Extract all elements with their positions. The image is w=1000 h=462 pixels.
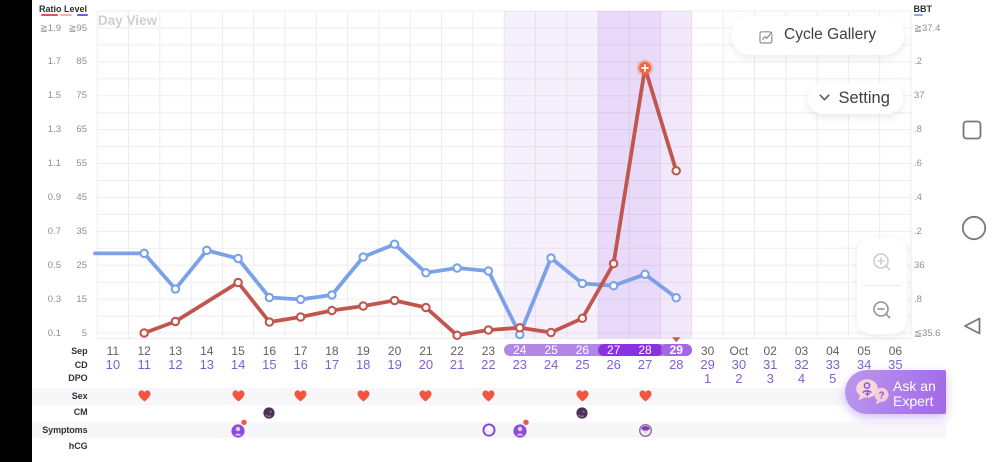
svg-text:?: ? [878, 391, 884, 402]
